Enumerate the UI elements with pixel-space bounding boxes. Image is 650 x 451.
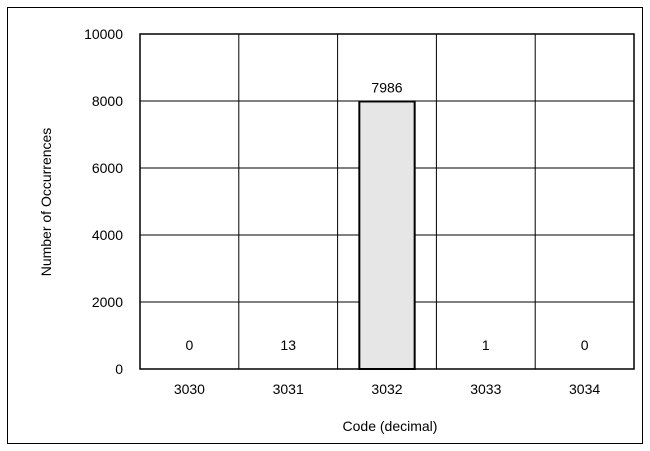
y-tick-label: 4000: [92, 227, 123, 243]
x-tick-label: 3034: [569, 381, 600, 397]
plot-border: [139, 33, 635, 370]
data-label: 1: [482, 337, 490, 353]
plot-area: [139, 33, 635, 370]
x-tick-label: 3030: [174, 381, 205, 397]
y-tick-label: 2000: [92, 294, 123, 310]
y-tick-label: 6000: [92, 160, 123, 176]
y-ticks: 0 2000 4000 6000 8000 10000: [84, 26, 123, 377]
chart-frame: [7, 7, 643, 444]
x-ticks: 3030 3031 3032 3033 3034: [174, 381, 601, 397]
x-tick-label: 3032: [371, 381, 402, 397]
bars: [358, 100, 416, 371]
data-label: 7986: [371, 79, 402, 95]
y-tick-label: 8000: [92, 93, 123, 109]
y-axis-label: Number of Occurrences: [38, 128, 54, 277]
y-tick-label: 0: [115, 361, 123, 377]
x-axis-label: Code (decimal): [343, 418, 438, 434]
data-label: 0: [581, 337, 589, 353]
x-tick-label: 3033: [470, 381, 501, 397]
data-label: 13: [280, 337, 296, 353]
data-labels: 0 13 7986 1 0: [186, 79, 589, 353]
bar-3032: [358, 100, 416, 371]
y-tick-label: 10000: [84, 26, 123, 42]
x-tick-label: 3031: [273, 381, 304, 397]
data-label: 0: [186, 337, 194, 353]
